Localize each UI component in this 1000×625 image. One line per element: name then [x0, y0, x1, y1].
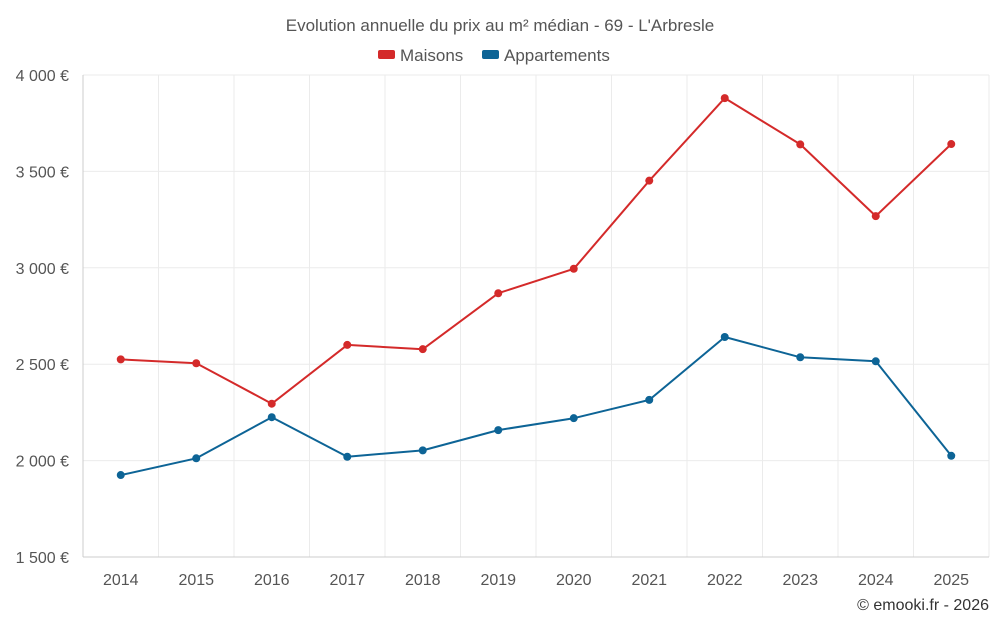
- y-tick-label: 1 500 €: [16, 550, 69, 567]
- data-point[interactable]: [267, 399, 276, 408]
- y-tick-label: 2 000 €: [16, 454, 69, 471]
- data-point[interactable]: [116, 355, 125, 364]
- legend-item-maisons[interactable]: Maisons: [378, 46, 463, 65]
- data-point[interactable]: [418, 446, 427, 455]
- data-point[interactable]: [343, 340, 352, 349]
- x-tick-label: 2020: [556, 572, 592, 589]
- data-point[interactable]: [343, 452, 352, 461]
- data-point[interactable]: [192, 359, 201, 368]
- x-tick-label: 2022: [707, 572, 743, 589]
- legend-swatch: [482, 50, 499, 59]
- x-tick-label: 2021: [631, 572, 667, 589]
- data-point[interactable]: [720, 333, 729, 342]
- x-tick-label: 2017: [329, 572, 365, 589]
- x-tick-label: 2015: [178, 572, 214, 589]
- data-point[interactable]: [947, 140, 956, 149]
- data-point[interactable]: [796, 353, 805, 362]
- x-tick-label: 2016: [254, 572, 290, 589]
- data-point[interactable]: [645, 176, 654, 185]
- x-tick-label: 2025: [933, 572, 969, 589]
- data-point[interactable]: [871, 357, 880, 366]
- x-tick-label: 2014: [103, 572, 139, 589]
- legend-swatch: [378, 50, 395, 59]
- x-tick-label: 2019: [480, 572, 516, 589]
- x-tick-label: 2024: [858, 572, 894, 589]
- legend-item-appartements[interactable]: Appartements: [482, 46, 610, 65]
- data-point[interactable]: [494, 289, 503, 298]
- data-point[interactable]: [947, 451, 956, 460]
- series-line: [120, 336, 953, 477]
- data-point[interactable]: [192, 454, 201, 463]
- y-tick-label: 2 500 €: [16, 357, 69, 374]
- legend: Maisons Appartements: [378, 46, 610, 65]
- data-point[interactable]: [418, 345, 427, 354]
- series-layer: [116, 94, 956, 480]
- series-line: [120, 97, 952, 405]
- data-point[interactable]: [267, 413, 276, 422]
- data-point[interactable]: [494, 426, 503, 435]
- x-tick-label: 2018: [405, 572, 441, 589]
- series-appartements: [116, 333, 956, 480]
- data-point[interactable]: [569, 264, 578, 273]
- y-tick-label: 4 000 €: [16, 68, 69, 85]
- y-tick-label: 3 000 €: [16, 261, 69, 278]
- data-point[interactable]: [796, 140, 805, 149]
- data-point[interactable]: [116, 471, 125, 480]
- grid-layer: 1 500 € 2 000 € 2 500 € 3 000 € 3 500 € 4 000…: [16, 68, 990, 589]
- legend-label: Appartements: [504, 46, 610, 65]
- data-point[interactable]: [720, 94, 729, 103]
- data-point[interactable]: [569, 414, 578, 423]
- data-point[interactable]: [645, 395, 654, 404]
- chart-title: Evolution annuelle du prix au m² médian …: [286, 16, 714, 35]
- data-point[interactable]: [871, 212, 880, 221]
- credit-text: © emooki.fr - 2026: [857, 597, 989, 614]
- series-maisons: [116, 94, 956, 408]
- y-tick-label: 3 500 €: [16, 164, 69, 181]
- x-tick-label: 2023: [782, 572, 818, 589]
- legend-label: Maisons: [400, 46, 463, 65]
